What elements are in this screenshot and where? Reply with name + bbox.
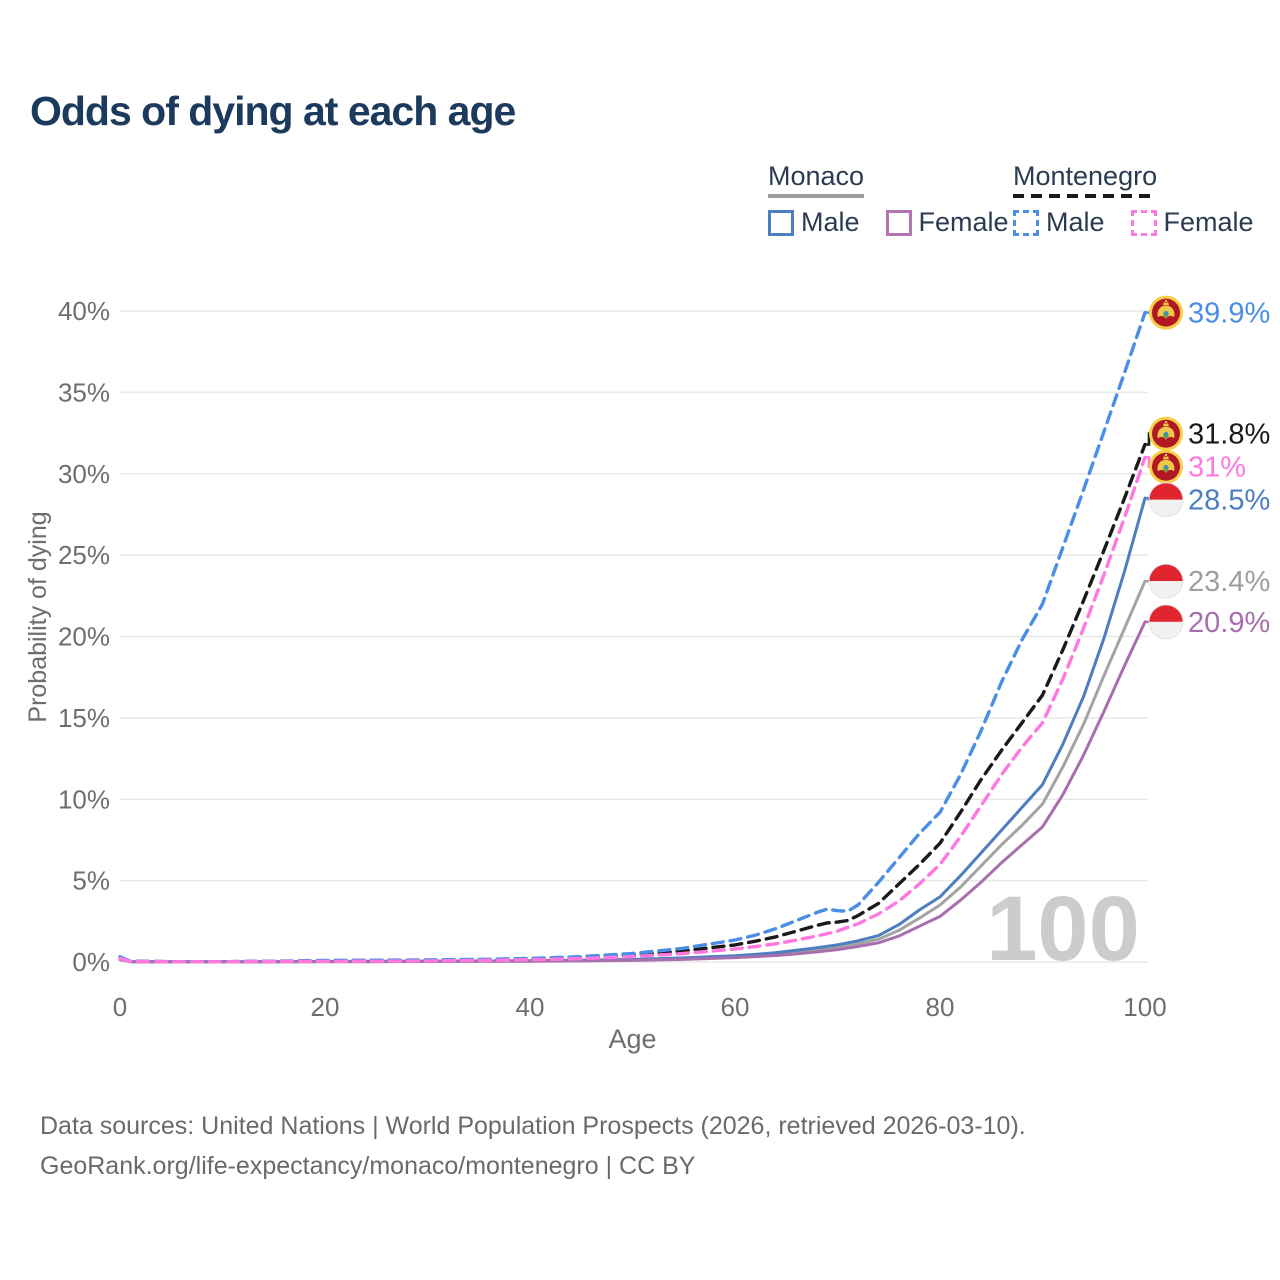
y-tick-label: 10% xyxy=(58,784,110,814)
end-label-monaco-female: 20.9% xyxy=(1188,607,1270,639)
series-line-montenegro-male[interactable] xyxy=(118,310,1147,964)
montenegro-crown-icon xyxy=(1163,455,1169,460)
footer: Data sources: United Nations | World Pop… xyxy=(40,1106,1026,1186)
monaco-flag-icon xyxy=(1149,581,1183,599)
montenegro-crown-icon xyxy=(1163,422,1169,427)
x-tick-label: 0 xyxy=(113,992,127,1022)
end-label-montenegro-all: 31.8% xyxy=(1188,419,1270,451)
legend-item-montenegro-male[interactable]: Male xyxy=(1013,207,1105,238)
series-line-montenegro-all[interactable] xyxy=(118,442,1147,964)
x-tick-label: 20 xyxy=(311,992,340,1022)
legend-item-label: Male xyxy=(1046,207,1105,237)
y-tick-label: 5% xyxy=(72,866,110,896)
end-label-montenegro-male: 39.9% xyxy=(1188,298,1270,330)
legend-item-label: Female xyxy=(1163,207,1254,237)
monaco-flag-icon xyxy=(1149,564,1183,582)
footer-attribution: GeoRank.org/life-expectancy/monaco/monte… xyxy=(40,1152,696,1180)
x-tick-label: 80 xyxy=(926,992,955,1022)
y-tick-label: 20% xyxy=(58,622,110,652)
legend-swatch-icon xyxy=(1013,209,1039,236)
x-tick-label: 60 xyxy=(721,992,750,1022)
montenegro-crown-icon xyxy=(1164,453,1168,457)
series-line-montenegro-female[interactable] xyxy=(118,455,1147,964)
legend-item-montenegro-female[interactable]: Female xyxy=(1130,207,1254,238)
y-tick-label: 40% xyxy=(58,296,110,326)
y-axis-title: Probability of dying xyxy=(24,511,52,722)
footer-data-sources: Data sources: United Nations | World Pop… xyxy=(40,1112,1026,1140)
y-tick-label: 35% xyxy=(58,377,110,407)
end-label-monaco-all: 23.4% xyxy=(1188,566,1270,598)
montenegro-crown-icon xyxy=(1164,299,1168,303)
montenegro-shield-icon xyxy=(1163,435,1169,439)
y-tick-label: 0% xyxy=(72,947,110,977)
end-label-monaco-male: 28.5% xyxy=(1188,485,1270,517)
monaco-flag-icon xyxy=(1149,604,1183,622)
monaco-flag-icon xyxy=(1148,604,1184,640)
series-line-monaco-female[interactable] xyxy=(118,620,1147,964)
monaco-flag-icon xyxy=(1148,563,1184,599)
y-tick-label: 30% xyxy=(58,459,110,489)
y-tick-label: 15% xyxy=(58,703,110,733)
legend-swatch-icon xyxy=(885,209,912,236)
y-tick-label: 25% xyxy=(58,540,110,570)
x-axis-title: Age xyxy=(608,1024,656,1054)
montenegro-shield-icon xyxy=(1163,468,1169,472)
montenegro-shield-icon xyxy=(1163,314,1169,318)
watermark-age-100: 100 xyxy=(986,878,1140,980)
montenegro-crown-icon xyxy=(1164,420,1168,424)
monaco-flag-icon xyxy=(1149,482,1183,500)
chart-title: Odds of dying at each age xyxy=(30,88,516,134)
legend-swatch-icon xyxy=(1130,209,1157,236)
x-tick-label: 40 xyxy=(516,992,545,1022)
legend-swatch-icon xyxy=(768,209,794,236)
x-tick-label: 100 xyxy=(1123,992,1166,1022)
end-label-montenegro-female: 31% xyxy=(1188,452,1246,484)
legend-item-label: Female xyxy=(918,207,1009,237)
monaco-flag-icon xyxy=(1149,621,1183,639)
monaco-flag-icon xyxy=(1149,499,1183,517)
legend-item-monaco-male[interactable]: Male xyxy=(768,207,860,238)
legend-item-label: Male xyxy=(801,207,860,237)
legend-item-monaco-female[interactable]: Female xyxy=(885,207,1009,238)
montenegro-crown-icon xyxy=(1163,301,1169,306)
monaco-flag-icon xyxy=(1148,482,1184,518)
